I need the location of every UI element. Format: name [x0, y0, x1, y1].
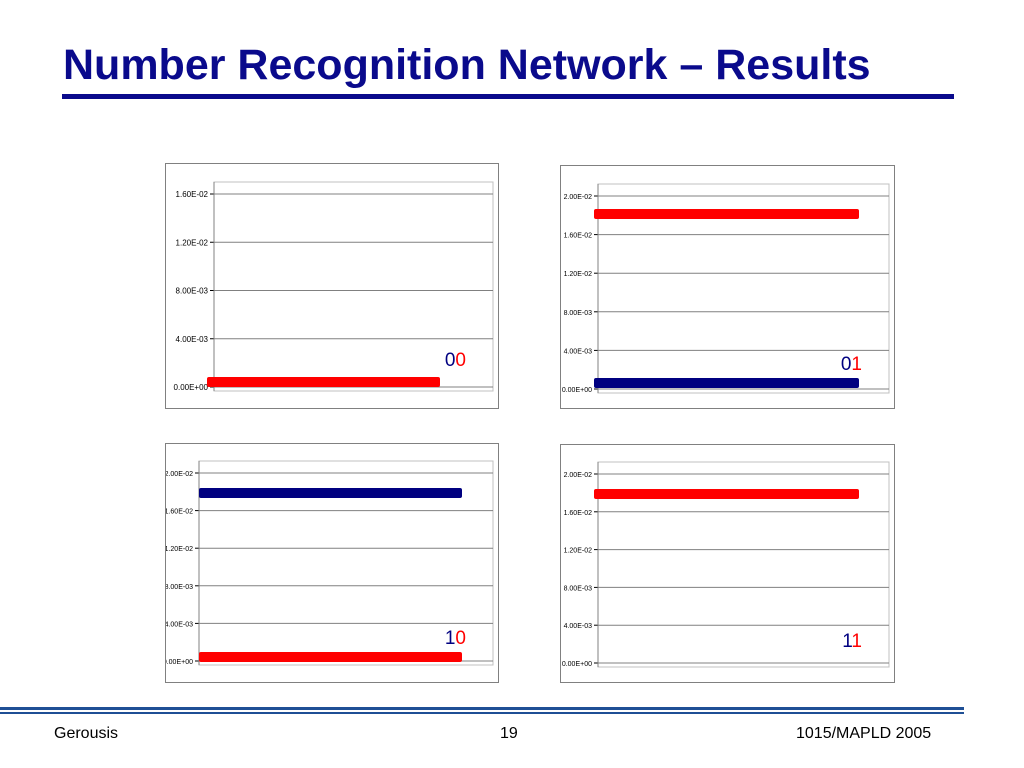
- annotation-digit: 1: [842, 631, 852, 652]
- y-tick-label: 8.00E-03: [564, 585, 593, 592]
- y-tick-label: 0.00E+00: [166, 659, 193, 666]
- y-tick-label: 1.20E-02: [564, 548, 593, 555]
- footer-page-number: 19: [500, 725, 518, 742]
- y-tick-label: 1.60E-02: [564, 510, 593, 517]
- footer-author: Gerousis: [54, 725, 119, 742]
- chart-11-svg: 0.00E+00 4.00E-03 8.00E-03 1.20E-02 1.60E-02…: [562, 461, 890, 668]
- annotation-digit: 0: [455, 628, 466, 649]
- annotation-digit: 0: [841, 354, 852, 375]
- y-tick-label: 4.00E-03: [564, 348, 593, 355]
- y-tick-label: 1.60E-02: [176, 190, 209, 199]
- y-tick-label: 1.60E-02: [166, 509, 193, 516]
- y-tick-label: 1.20E-02: [176, 238, 209, 247]
- y-tick-label: 4.00E-03: [166, 621, 193, 628]
- title-underline: [62, 94, 954, 99]
- y-tick-label: 2.00E-02: [166, 471, 193, 478]
- annotation-digit: 1: [851, 631, 862, 652]
- y-tick-label: 1.60E-02: [564, 233, 593, 240]
- y-tick-label: 4.00E-03: [564, 623, 593, 630]
- y-tick-label: 8.00E-03: [564, 310, 593, 317]
- chart-panel-01: 0.00E+00 4.00E-03 8.00E-03 1.20E-02 1.60E-02…: [560, 165, 895, 409]
- chart-panel-10: 0.00E+00 4.00E-03 8.00E-03 1.20E-02 1.60E-02…: [165, 443, 499, 683]
- state-annotation: 01: [841, 354, 862, 375]
- annotation-digit: 0: [445, 350, 456, 371]
- chart-00-svg: 0.00E+00 4.00E-03 8.00E-03 1.20E-02 1.60E-02…: [174, 181, 494, 392]
- y-tick-label: 0.00E+00: [562, 387, 592, 394]
- y-tick-label: 0.00E+00: [174, 383, 209, 392]
- y-tick-label: 4.00E-03: [176, 335, 209, 344]
- annotation-digit: 0: [455, 350, 466, 371]
- slide-title: Number Recognition Network – Results: [63, 41, 871, 89]
- y-tick-label: 0.00E+00: [562, 661, 592, 668]
- series-bar: [207, 377, 440, 387]
- series-bar: [199, 488, 462, 498]
- series-bar: [594, 378, 859, 388]
- y-tick-label: 1.20E-02: [564, 271, 593, 278]
- series-bar: [594, 489, 859, 499]
- state-annotation: 11: [842, 631, 862, 652]
- annotation-digit: 1: [445, 628, 456, 649]
- y-tick-label: 2.00E-02: [564, 194, 593, 201]
- series-bar: [594, 209, 859, 219]
- y-tick-label: 8.00E-03: [166, 584, 193, 591]
- footer-rule-bottom: [0, 712, 964, 714]
- annotation-digit: 1: [851, 354, 862, 375]
- chart-panel-11: 0.00E+00 4.00E-03 8.00E-03 1.20E-02 1.60E-02…: [560, 444, 895, 683]
- state-annotation: 10: [445, 628, 466, 649]
- y-tick-label: 8.00E-03: [176, 287, 209, 296]
- footer-rule-top: [0, 707, 964, 710]
- chart-panel-00: 0.00E+00 4.00E-03 8.00E-03 1.20E-02 1.60E-02…: [165, 163, 499, 409]
- series-bar: [199, 652, 462, 662]
- state-annotation: 00: [445, 350, 466, 371]
- footer-event: 1015/MAPLD 2005: [796, 725, 932, 742]
- chart-10-svg: 0.00E+00 4.00E-03 8.00E-03 1.20E-02 1.60E-02…: [166, 460, 494, 666]
- y-tick-label: 2.00E-02: [564, 472, 593, 479]
- chart-01-svg: 0.00E+00 4.00E-03 8.00E-03 1.20E-02 1.60E-02…: [562, 183, 890, 394]
- y-tick-label: 1.20E-02: [166, 546, 193, 553]
